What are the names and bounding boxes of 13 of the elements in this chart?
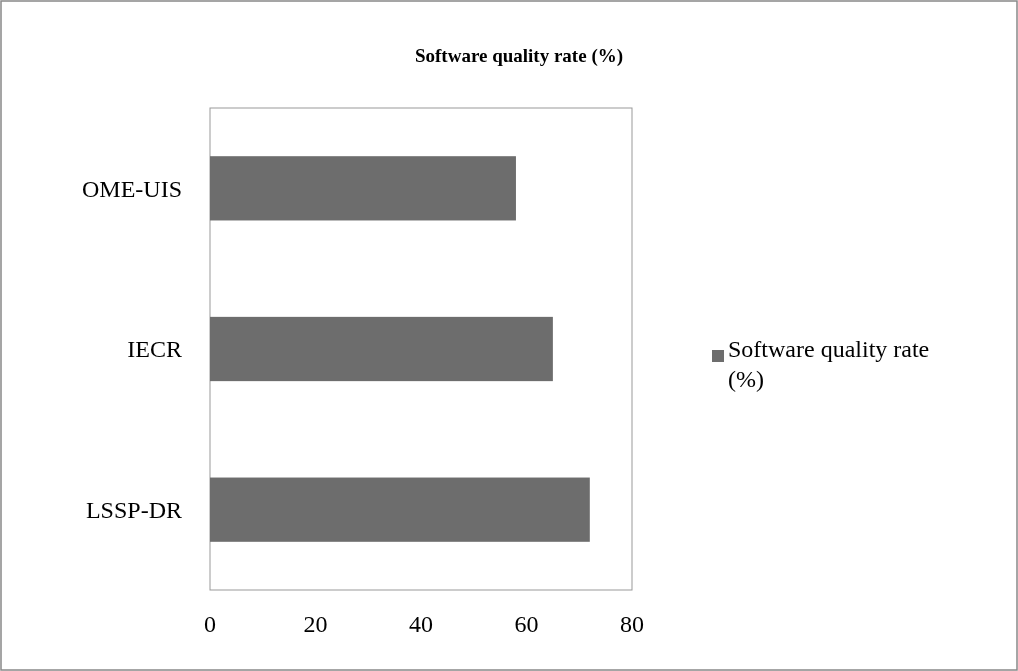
y-tick-label: LSSP-DR — [85, 497, 182, 524]
x-tick-label: 80 — [620, 611, 644, 637]
x-tick-label: 20 — [303, 611, 328, 637]
x-tick-label: 0 — [204, 611, 216, 637]
legend-label: Software quality rate (%) — [728, 336, 930, 392]
bar — [210, 477, 590, 542]
y-tick-label: IECR — [127, 336, 182, 363]
bar — [210, 316, 553, 382]
chart-title: Software quality rate (%) — [414, 45, 624, 67]
x-tick-label: 40 — [409, 611, 433, 637]
x-tick-label: 60 — [514, 611, 539, 637]
bar — [210, 156, 516, 221]
y-tick-label: OME-UIS — [82, 175, 182, 202]
